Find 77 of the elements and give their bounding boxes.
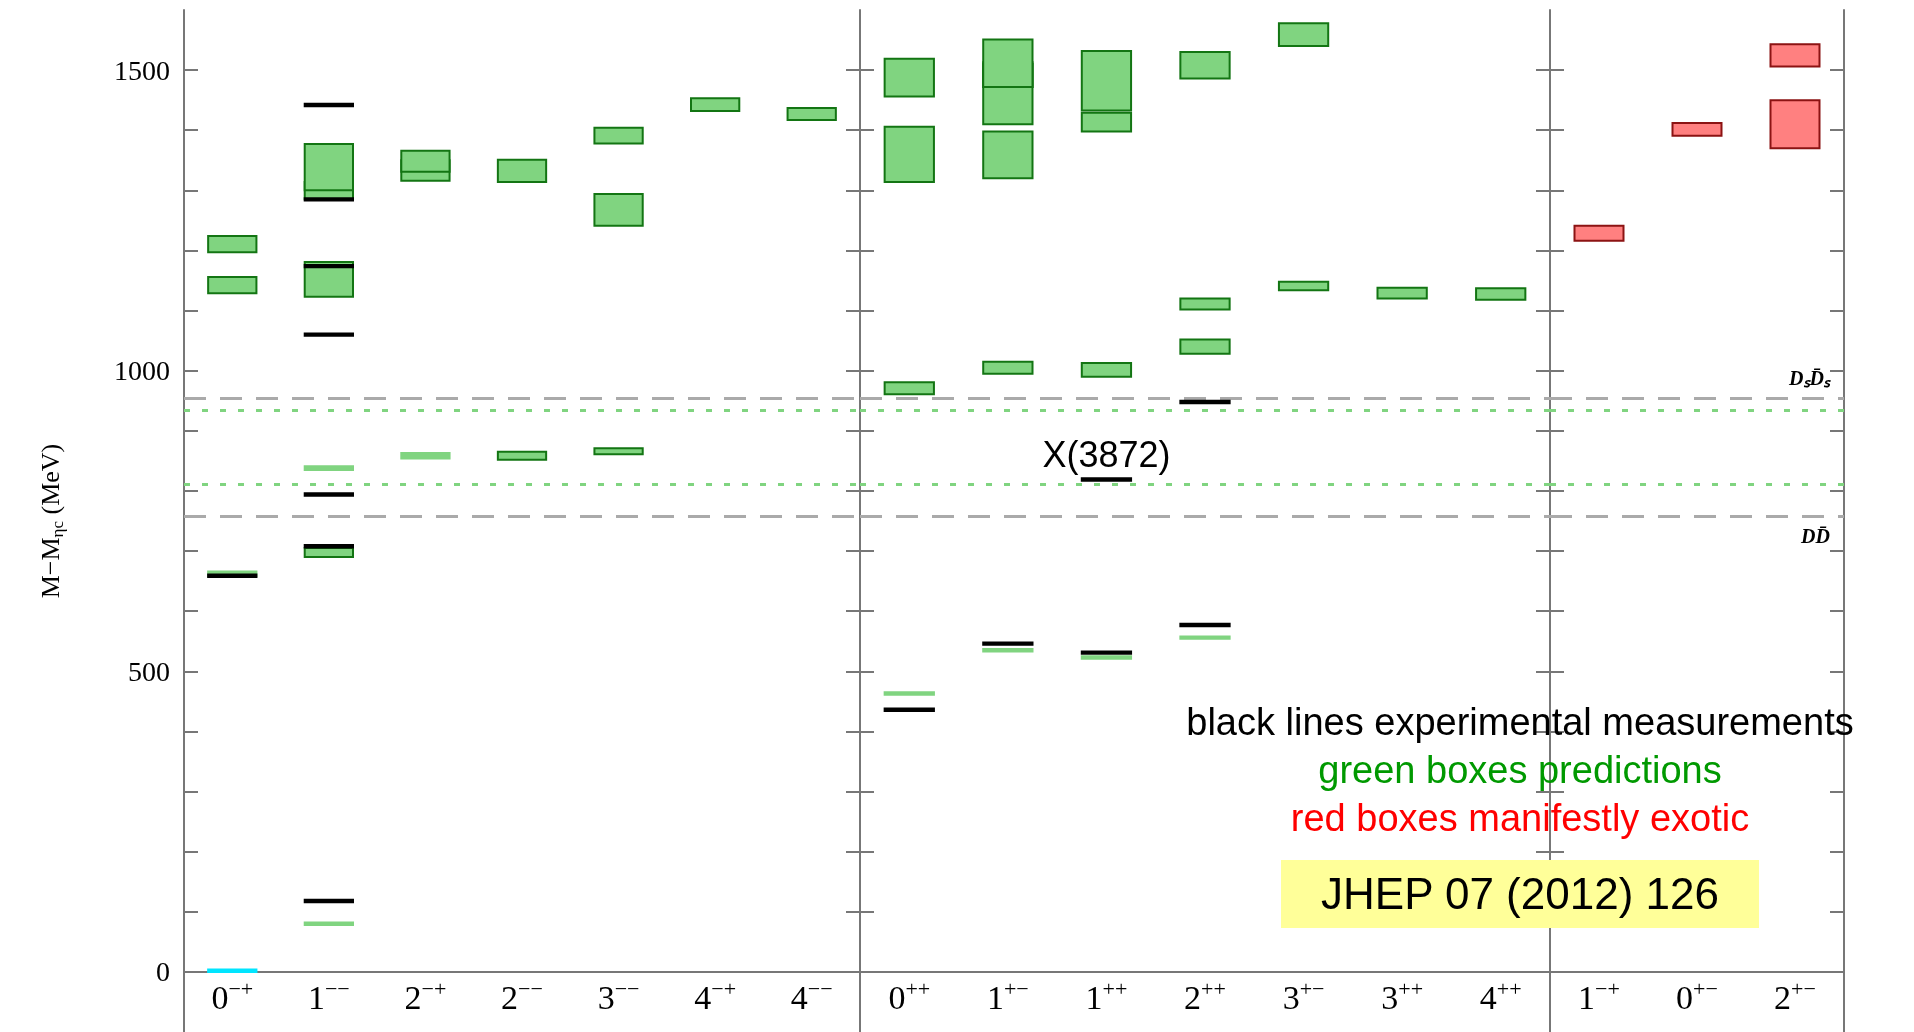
bar (1179, 635, 1231, 640)
bar (303, 102, 354, 108)
bar (496, 450, 548, 461)
x-tick-label: 4−+ (694, 975, 737, 1017)
x-tick-label: 3+− (1282, 975, 1325, 1017)
bar (207, 968, 258, 973)
x-tick-label: 2−+ (404, 975, 447, 1017)
bar (883, 707, 935, 712)
x-tick-label: 1+− (986, 975, 1029, 1017)
bar (400, 452, 451, 460)
bar (1179, 297, 1231, 311)
bar (1080, 361, 1133, 378)
annotation: X(3872) (1042, 434, 1171, 476)
bar (496, 158, 548, 183)
bar (883, 381, 935, 396)
x-tick-label: 2++ (1184, 975, 1226, 1017)
bar (883, 57, 935, 98)
bar (690, 97, 741, 112)
bar (303, 544, 354, 549)
annotation: green boxes predictions (1318, 748, 1722, 793)
bar (1769, 43, 1821, 68)
y-tick-label: 0 (156, 956, 170, 988)
y-tick-label: 1000 (114, 355, 170, 387)
bar (1277, 280, 1330, 292)
y-tick-label: 1500 (114, 54, 170, 86)
bar (207, 275, 258, 295)
bar (1179, 399, 1231, 405)
bar (207, 235, 258, 254)
bar (982, 648, 1034, 653)
annotation: black lines experimental measurements (1186, 700, 1854, 745)
bar (303, 332, 354, 337)
bar (883, 125, 935, 183)
x-tick-label: 0+− (1676, 975, 1718, 1017)
bar (1080, 655, 1133, 660)
bar (303, 465, 354, 471)
x-tick-label: 0−+ (211, 975, 254, 1017)
bar (593, 192, 644, 227)
x-tick-label: 3++ (1381, 975, 1424, 1017)
bar (1179, 338, 1231, 355)
bar (303, 921, 354, 926)
bar (1179, 622, 1231, 628)
bar (1080, 650, 1133, 655)
bar (1277, 22, 1330, 48)
x-tick-label: 0++ (888, 975, 931, 1017)
bar (982, 360, 1034, 375)
ref-line-label: DₛD̄ₛ (1788, 366, 1832, 389)
x-tick-label: 1−− (307, 975, 350, 1017)
annotation: red boxes manifestly exotic (1290, 796, 1750, 841)
bar (303, 263, 354, 269)
x-tick-label: 1−+ (1578, 975, 1620, 1017)
y-tick-label: 500 (128, 655, 170, 687)
y-axis-title: M−Mηc (MeV) (35, 443, 67, 599)
bar (982, 130, 1034, 180)
x-tick-label: 4++ (1479, 975, 1522, 1017)
bar (1769, 99, 1821, 150)
bar (593, 126, 644, 145)
bar (982, 641, 1034, 646)
x-tick-label: 1++ (1085, 975, 1128, 1017)
bar (1475, 287, 1527, 301)
bar (1179, 51, 1231, 80)
bar (303, 492, 354, 497)
bar (1080, 477, 1133, 482)
x-tick-label: 2−− (501, 975, 543, 1017)
x-tick-label: 2+− (1774, 975, 1816, 1017)
bar (1376, 286, 1428, 300)
bar (883, 691, 935, 696)
bar (303, 898, 354, 904)
x-tick-label: 3−− (597, 975, 640, 1017)
bar (593, 447, 644, 456)
annotation: JHEP 07 (2012) 126 (1281, 860, 1759, 928)
bar (1573, 224, 1625, 242)
ref-line-label: DD̄ (1800, 525, 1830, 548)
bar (1671, 122, 1723, 137)
x-tick-label: 4−− (790, 975, 833, 1017)
bar (786, 106, 837, 122)
bar (303, 547, 354, 559)
bar (303, 197, 354, 202)
